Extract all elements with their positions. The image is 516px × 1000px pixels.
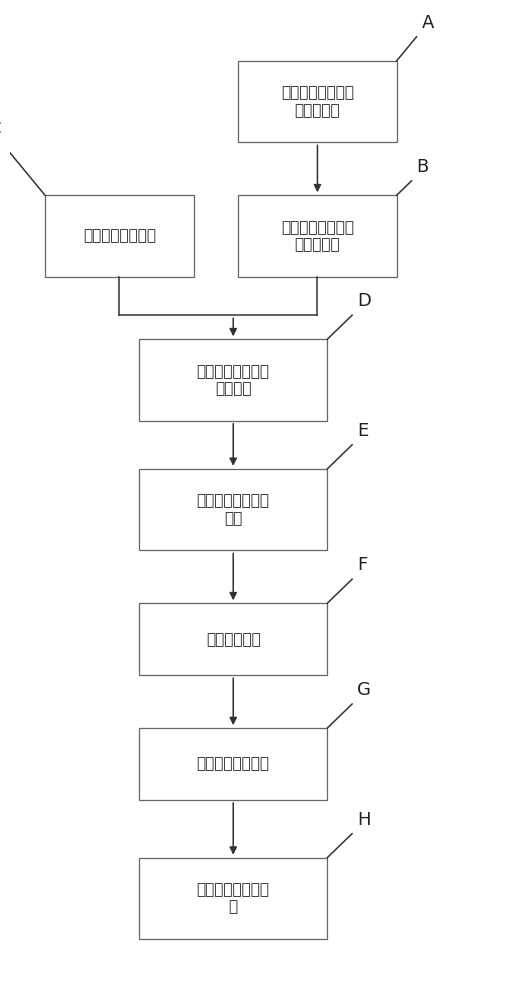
Text: 输出系统进化子树: 输出系统进化子树	[197, 756, 270, 772]
FancyBboxPatch shape	[139, 603, 327, 675]
Text: 计算生成权值: 计算生成权值	[206, 632, 261, 647]
Text: 检索每个节点元素
的关系链: 检索每个节点元素 的关系链	[197, 364, 270, 396]
FancyBboxPatch shape	[238, 61, 397, 142]
Text: F: F	[357, 556, 367, 574]
Text: G: G	[357, 681, 371, 699]
FancyBboxPatch shape	[139, 728, 327, 800]
Text: 物种子名录标准化: 物种子名录标准化	[83, 229, 156, 243]
FancyBboxPatch shape	[45, 195, 194, 277]
Text: 构建节点元素分组
关系: 构建节点元素分组 关系	[197, 493, 270, 526]
Text: E: E	[357, 422, 368, 440]
Text: B: B	[416, 158, 429, 176]
Text: 系统进化基础大树
的重构存储: 系统进化基础大树 的重构存储	[281, 220, 354, 252]
Text: 系统进化基础大树
的解析分割: 系统进化基础大树 的解析分割	[281, 85, 354, 118]
Text: A: A	[422, 14, 434, 32]
FancyBboxPatch shape	[238, 195, 397, 277]
Text: H: H	[357, 811, 370, 829]
FancyBboxPatch shape	[139, 339, 327, 421]
FancyBboxPatch shape	[139, 858, 327, 939]
Text: C: C	[0, 120, 2, 138]
Text: D: D	[357, 292, 371, 310]
FancyBboxPatch shape	[139, 469, 327, 550]
Text: 系统树数据的可视
化: 系统树数据的可视 化	[197, 882, 270, 915]
